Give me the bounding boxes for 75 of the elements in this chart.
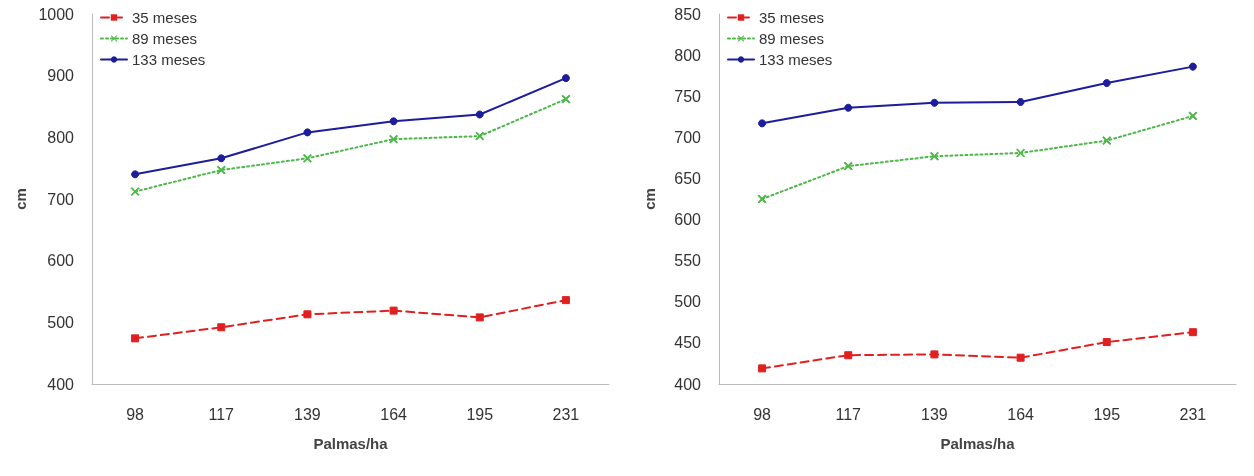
x-tick-label: 98 (753, 405, 772, 423)
y-tick-label: 800 (47, 128, 75, 146)
legend-label: 133 meses (759, 51, 833, 68)
y-tick-label: 450 (674, 334, 702, 352)
point (1188, 328, 1197, 337)
point (758, 364, 767, 373)
point (389, 134, 399, 144)
point (561, 296, 570, 305)
y-axis-title: cm (641, 188, 658, 210)
y-tick-label: 400 (47, 375, 75, 393)
point (561, 94, 571, 104)
y-tick-label: 800 (674, 46, 702, 64)
point (475, 110, 484, 119)
y-tick-label: 650 (674, 169, 702, 187)
point (1102, 136, 1112, 146)
point (475, 313, 484, 322)
y-tick-label: 500 (674, 293, 702, 311)
point (1102, 79, 1111, 88)
point (843, 161, 853, 171)
x-tick-label: 164 (1007, 405, 1035, 423)
y-tick-label: 850 (674, 5, 702, 23)
x-tick-label: 231 (552, 405, 580, 423)
x-tick-label: 195 (466, 405, 494, 423)
point (302, 153, 312, 163)
point (930, 350, 939, 359)
y-tick-label: 500 (47, 313, 75, 331)
point (844, 103, 853, 112)
y-tick-label: 700 (47, 190, 75, 208)
x-tick-label: 195 (1093, 405, 1121, 423)
point (844, 351, 853, 360)
y-tick-label: 550 (674, 252, 702, 270)
legend-label: 35 meses (759, 9, 825, 26)
point (130, 187, 140, 197)
point (131, 170, 140, 179)
point (303, 128, 312, 137)
point (561, 74, 570, 83)
legend-label: 133 meses (132, 51, 206, 68)
point (929, 151, 939, 161)
y-tick-label: 900 (47, 67, 75, 85)
y-tick-label: 700 (674, 128, 702, 146)
legend-label: 35 meses (132, 9, 198, 26)
point (1188, 111, 1198, 121)
point (1102, 338, 1111, 347)
point (389, 306, 398, 315)
x-tick-label: 164 (380, 405, 408, 423)
point (217, 154, 226, 163)
point (1016, 148, 1026, 158)
point (930, 98, 939, 107)
x-tick-label: 139 (921, 405, 948, 423)
point (217, 323, 226, 332)
y-axis-title: cm (11, 188, 29, 210)
y-tick-label: 750 (674, 87, 702, 105)
y-tick-label: 1000 (38, 5, 75, 23)
x-tick-label: 117 (208, 405, 235, 423)
legend-label: 89 meses (132, 30, 198, 47)
point (303, 310, 312, 319)
point (475, 131, 485, 141)
point (389, 117, 398, 126)
y-tick-label: 600 (674, 211, 702, 229)
x-axis-title: Palmas/ha (313, 435, 389, 452)
x-tick-label: 139 (294, 405, 321, 423)
point (131, 334, 140, 343)
point (757, 194, 767, 204)
point (216, 165, 226, 175)
y-tick-label: 600 (47, 252, 75, 270)
y-tick-label: 400 (674, 375, 702, 393)
point (758, 119, 767, 128)
point (1188, 62, 1197, 71)
point (1016, 97, 1025, 106)
legend-label: 89 meses (759, 30, 825, 47)
x-tick-label: 98 (126, 405, 145, 423)
x-tick-label: 231 (1179, 405, 1207, 423)
point (1016, 353, 1025, 362)
x-axis-title: Palmas/ha (940, 435, 1016, 452)
x-tick-label: 117 (835, 405, 862, 423)
